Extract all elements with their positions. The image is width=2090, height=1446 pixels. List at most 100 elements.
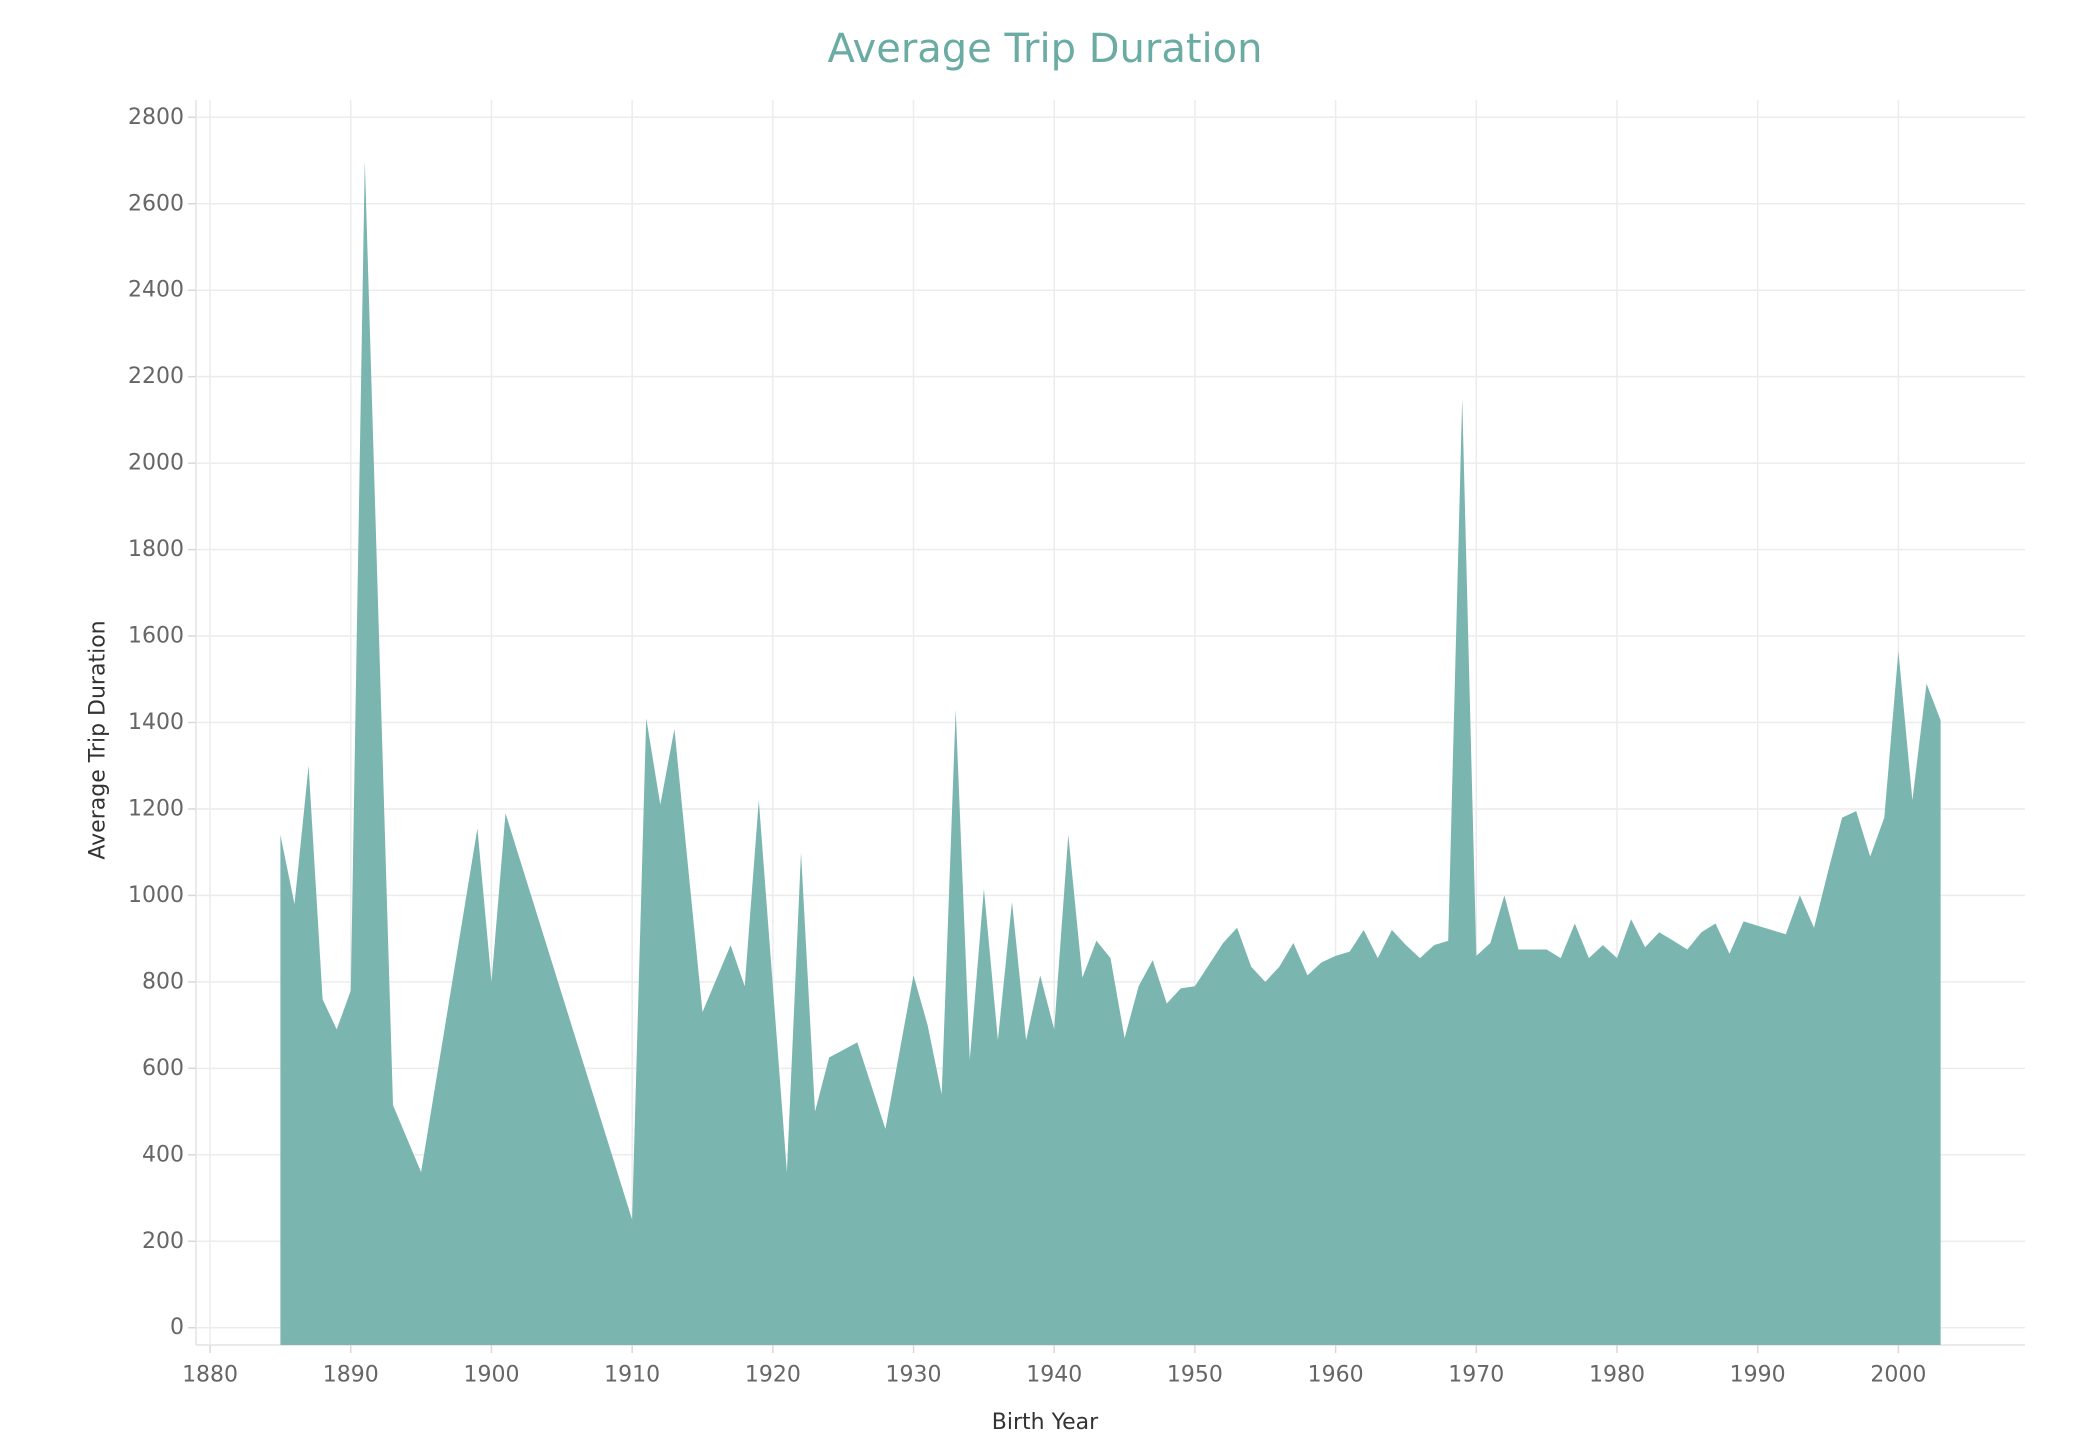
- x-tick-label: 1950: [1167, 1363, 1223, 1388]
- data-point: [1487, 940, 1493, 946]
- data-point: [1459, 395, 1465, 401]
- y-tick-label: 2200: [128, 364, 184, 389]
- data-point: [700, 1009, 706, 1015]
- data-point: [1220, 940, 1226, 946]
- x-tick-label: 1920: [745, 1363, 801, 1388]
- data-point: [306, 763, 312, 769]
- data-point: [1150, 957, 1156, 963]
- data-point: [1572, 921, 1578, 927]
- data-point: [1290, 940, 1296, 946]
- x-tick-label: 1990: [1730, 1363, 1786, 1388]
- data-point: [277, 832, 283, 838]
- x-tick-label: 1970: [1448, 1363, 1504, 1388]
- data-point: [1319, 959, 1325, 965]
- y-tick-label: 1600: [128, 624, 184, 649]
- data-point: [1178, 985, 1184, 991]
- y-tick-label: 600: [142, 1056, 184, 1081]
- data-point: [742, 983, 748, 989]
- data-point: [1586, 955, 1592, 961]
- x-tick-label: 2000: [1870, 1363, 1926, 1388]
- data-point: [1642, 944, 1648, 950]
- area-series: [277, 158, 1941, 1345]
- data-point: [1755, 923, 1761, 929]
- data-point: [1853, 808, 1859, 814]
- data-point: [362, 158, 368, 164]
- y-axis-label: Average Trip Duration: [85, 620, 111, 860]
- data-point: [1333, 953, 1339, 959]
- data-point: [939, 1091, 945, 1097]
- y-tick-label: 200: [142, 1229, 184, 1254]
- data-point: [1713, 921, 1719, 927]
- data-point: [1023, 1037, 1029, 1043]
- data-point: [1108, 955, 1114, 961]
- data-point: [1065, 832, 1071, 838]
- y-tick-label: 1400: [128, 710, 184, 735]
- y-tick-label: 1200: [128, 796, 184, 821]
- y-axis-ticks: 0 200 400 600 800 1000 1200 1400 1600 1800 2000 220…: [128, 105, 196, 1340]
- data-point: [348, 988, 354, 994]
- data-point: [1924, 681, 1930, 687]
- data-point: [812, 1109, 818, 1115]
- data-point: [657, 802, 663, 808]
- data-point: [1825, 869, 1831, 875]
- data-point: [967, 1057, 973, 1063]
- data-point: [1501, 892, 1507, 898]
- data-point: [503, 810, 509, 816]
- data-point: [1276, 964, 1282, 970]
- data-point: [1811, 925, 1817, 931]
- data-point: [882, 1126, 888, 1132]
- data-point: [1628, 916, 1634, 922]
- data-point: [1305, 972, 1311, 978]
- x-tick-label: 1930: [886, 1363, 942, 1388]
- x-tick-label: 1890: [323, 1363, 379, 1388]
- data-point: [1375, 955, 1381, 961]
- data-point: [995, 1037, 1001, 1043]
- y-tick-label: 2600: [128, 191, 184, 216]
- data-point: [1544, 947, 1550, 953]
- data-point: [334, 1026, 340, 1032]
- data-point: [1769, 927, 1775, 933]
- data-point: [1727, 951, 1733, 957]
- data-point: [1136, 983, 1142, 989]
- data-point: [1431, 942, 1437, 948]
- x-tick-label: 1910: [604, 1363, 660, 1388]
- data-point: [1417, 955, 1423, 961]
- x-tick-label: 1980: [1589, 1363, 1645, 1388]
- data-point: [1192, 983, 1198, 989]
- data-point: [1262, 979, 1268, 985]
- y-tick-label: 0: [170, 1315, 184, 1340]
- data-point: [1093, 938, 1099, 944]
- data-point: [1206, 962, 1212, 968]
- y-tick-label: 1000: [128, 883, 184, 908]
- data-point: [784, 1169, 790, 1175]
- data-point: [1558, 955, 1564, 961]
- data-point: [1445, 938, 1451, 944]
- data-point: [629, 1217, 635, 1223]
- data-point: [1473, 953, 1479, 959]
- data-point: [1389, 927, 1395, 933]
- y-tick-label: 2000: [128, 451, 184, 476]
- data-point: [911, 972, 917, 978]
- data-point: [418, 1169, 424, 1175]
- data-point: [798, 849, 804, 855]
- data-point: [643, 715, 649, 721]
- data-point: [1684, 947, 1690, 953]
- data-point: [1009, 899, 1015, 905]
- data-point: [854, 1039, 860, 1045]
- data-point: [1079, 975, 1085, 981]
- data-point: [1530, 947, 1536, 953]
- data-point: [1867, 854, 1873, 860]
- y-tick-label: 1800: [128, 537, 184, 562]
- x-tick-label: 1960: [1308, 1363, 1364, 1388]
- data-point: [1670, 938, 1676, 944]
- data-point: [1361, 927, 1367, 933]
- area-fill: [280, 160, 1941, 1345]
- data-point: [953, 707, 959, 713]
- data-point: [1895, 648, 1901, 654]
- chart-title: Average Trip Duration: [827, 26, 1263, 72]
- data-point: [489, 979, 495, 985]
- data-point: [292, 901, 298, 907]
- data-point: [1783, 931, 1789, 937]
- data-point: [390, 1102, 396, 1108]
